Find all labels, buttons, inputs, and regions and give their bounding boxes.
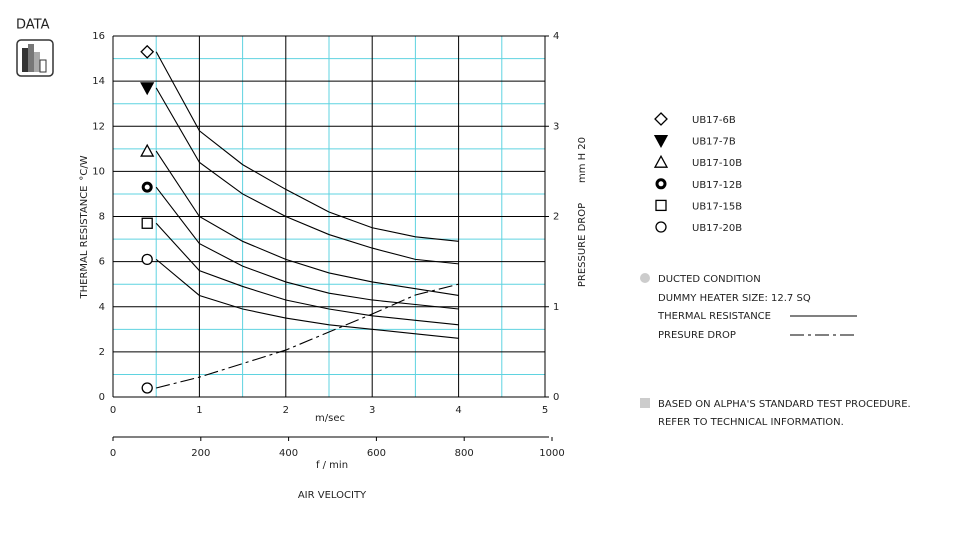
legend-marker [655,178,667,190]
legend-label: PRESURE DROP [658,330,736,341]
note: DUCTED CONDITION [658,274,761,285]
legend-label: UB17-20B [692,223,742,234]
legend-marker [653,154,669,168]
y-tick-label: 10 [92,166,105,177]
series-marker [140,143,155,157]
series-line [155,222,459,326]
series-line [155,258,459,339]
x-tick-label: 0 [110,405,116,416]
footnote-bullet [640,398,650,408]
x-tick-label: 1 [196,405,202,416]
y2-axis-unit: mm H 20 [577,137,588,183]
series-marker [141,217,153,229]
note-bullet [640,273,650,283]
x2-tick-label: 0 [110,448,116,459]
data-icon [16,39,54,77]
x-tick-label: 4 [455,405,461,416]
series-line [155,87,459,265]
footnote: REFER TO TECHNICAL INFORMATION. [658,417,844,428]
y2-tick-label: 3 [553,121,559,132]
y-tick-label: 0 [99,392,105,403]
y-axis-unit: °C/W [79,155,90,180]
x-tick-label: 3 [369,405,375,416]
x-axis-label: m/sec [315,413,345,424]
y-tick-label: 2 [99,347,105,358]
series-line [155,51,459,242]
legend-label: UB17-6B [692,115,736,126]
y2-tick-label: 2 [553,212,559,223]
footnote: BASED ON ALPHA'S STANDARD TEST PROCEDURE… [658,399,911,410]
series-marker [140,44,155,59]
x-tick-label: 5 [542,405,548,416]
y2-axis-label: PRESSURE DROP [577,203,588,287]
x2-axis-label: f / min [316,460,348,471]
series-marker [141,181,153,193]
y-tick-label: 8 [99,212,105,223]
y-tick-label: 4 [99,302,105,313]
x2-tick-label: 1000 [539,448,564,459]
series-marker [141,253,153,266]
x-title: AIR VELOCITY [298,490,367,501]
line-legend-label: THERMAL RESISTANCE [657,311,771,322]
y2-tick-label: 1 [553,302,559,313]
y2-tick-label: 0 [553,392,559,403]
header: DATA [16,18,50,33]
legend-label: UB17-15B [692,201,742,212]
legend-label: UB17-10B [692,158,742,169]
x2-tick-label: 600 [367,448,386,459]
series-marker [140,82,155,96]
x2-tick-label: 400 [279,448,298,459]
y-tick-label: 14 [92,76,105,87]
y-axis-label: THERMAL RESISTANCE [79,186,90,300]
series-line [156,283,459,389]
legend-label: UB17-12B [692,180,742,191]
y2-tick-label: 4 [553,31,559,42]
series-line [155,186,459,310]
x2-tick-label: 200 [191,448,210,459]
legend-marker [655,221,667,233]
series-line [155,150,459,297]
x-tick-label: 2 [283,405,289,416]
note: DUMMY HEATER SIZE: 12.7 SQ [658,293,811,304]
series-marker [141,382,153,394]
y-tick-label: 12 [92,121,105,132]
legend-marker [655,199,667,212]
x2-tick-label: 800 [455,448,474,459]
legend-marker [653,134,669,148]
legend-label: UB17-7B [692,137,736,148]
y-tick-label: 6 [99,257,105,268]
legend-marker [654,112,668,126]
y-tick-label: 16 [92,31,105,42]
